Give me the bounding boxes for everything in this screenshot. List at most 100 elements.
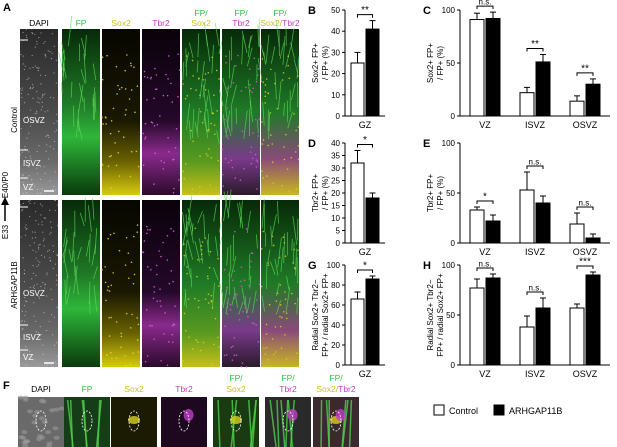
panel-a-header-0: DAPI (29, 18, 49, 28)
chart-e-ytick-label-2: 100 (442, 139, 456, 148)
row-label-arhgap11b: ARHGAP11B (10, 261, 19, 308)
legend-control-swatch (433, 404, 445, 416)
chart-b-sig-label-0: ** (361, 5, 369, 16)
panel-a-header-2: Sox2 (111, 18, 131, 28)
cell-outline-f-3 (178, 410, 190, 432)
panel-a-header-5-line2: Tbr2 (232, 18, 250, 28)
chart-g-ylabel-1: FP+ / radial Sox2+ FP+ (321, 273, 330, 357)
panel-b-letter: B (308, 5, 316, 17)
chart-c-xtick-label-0: VZ (479, 120, 491, 130)
chart-d-sig-bracket-0 (357, 144, 373, 148)
chart-c-ylabel-1: / FP+ (%) (436, 46, 445, 80)
chart-d-ytick-label-8: 40 (331, 139, 340, 148)
chart-h-bar-1-1 (535, 307, 551, 366)
micrograph-a-row0-col0 (19, 28, 58, 195)
micrograph-a-row0-col5 (219, 18, 261, 195)
chart-g-sig-label-0: * (363, 261, 367, 272)
chart-g-sig-bracket-0 (357, 269, 373, 273)
chart-d-ytick-label-2: 10 (331, 214, 340, 223)
chart-c-sig-label-2: ** (581, 63, 589, 74)
panel-a-header-0-part-0: DAPI (29, 18, 49, 28)
panel-f-header-5-line2-part-0: Tbr2 (279, 384, 297, 394)
chart-h-xtick-label-2: OSVZ (573, 369, 598, 379)
panel-a-header-5-part-0: FP/ (234, 8, 248, 18)
chart-c-sig-bracket-2 (576, 72, 594, 76)
chart-e-ylabel-0: Tbr2+ FP+ (426, 174, 435, 213)
timeline-start-label: E33 (1, 224, 10, 239)
zone-label-osvz-control: OSVZ (23, 116, 45, 125)
panel-f-header-6: FP/ (329, 373, 343, 383)
chart-d-ytick-label-3: 15 (331, 202, 340, 211)
legend: Control ARHGAP11B (433, 404, 562, 416)
panel-f-header-1-part-0: FP (82, 384, 93, 394)
panel-a-header-2-part-0: Sox2 (111, 18, 131, 28)
cell-outline-f-0 (35, 410, 47, 432)
panel-e-letter: E (423, 138, 430, 150)
chart-h-sig-bracket-1 (526, 291, 544, 295)
chart-b: B Sox2+ FP+ / FP+ (%) 0 10 20 30 40 50 GZ ** (308, 5, 385, 130)
chart-g-ytick-label-4: 80 (331, 281, 340, 290)
chart-d-bar-0-0 (350, 162, 365, 244)
chart-e-bar-0-1 (485, 220, 501, 244)
chart-c-ytick-label-2: 100 (442, 6, 456, 15)
chart-c-xtick-label-2: OSVZ (573, 120, 598, 130)
chart-b-ytick-label-5: 50 (331, 6, 340, 15)
chart-b-xtick-label-0: GZ (359, 120, 372, 130)
chart-g-ytick-label-5: 100 (327, 261, 341, 270)
chart-h-sig-bracket-2 (576, 265, 594, 269)
chart-e-sig-bracket-1 (526, 165, 544, 169)
chart-e-sig-label-1: n.s. (529, 158, 542, 167)
micrograph-a-row1-col5 (219, 189, 261, 368)
panel-c-letter: C (423, 5, 431, 17)
panel-f-header-4-line2-part-0: Sox2 (226, 384, 246, 394)
chart-h-sig-label-2: *** (579, 257, 591, 268)
panel-a-header-5-line2-part-0: Tbr2 (232, 18, 250, 28)
chart-e-ylabel-1: / FP+ (%) (436, 176, 445, 210)
chart-h-sig-bracket-0 (476, 267, 494, 271)
chart-e-xtick-label-1: ISVZ (525, 247, 546, 257)
panel-f-letter: F (3, 380, 10, 392)
chart-b-ytick-label-1: 10 (331, 91, 340, 100)
chart-d-xtick-label-0: GZ (359, 247, 372, 257)
chart-h-bar-1-0 (519, 326, 535, 366)
micrograph-f-col5 (265, 397, 311, 447)
panel-f-header-5-line2: Tbr2 (279, 384, 297, 394)
micrograph-a-row1-col1 (62, 197, 100, 367)
chart-d-ytick-label-7: 35 (331, 152, 340, 161)
panel-a-header-6-line2-part-0: Sox2/ (260, 18, 282, 28)
chart-c-sig-label-0: n.s. (479, 0, 492, 7)
panel-f-header-3-part-0: Tbr2 (175, 384, 193, 394)
panel-d-letter: D (308, 138, 316, 150)
chart-d-ytick-label-0: 0 (336, 239, 341, 248)
cell-outline-f-4 (230, 410, 242, 432)
micrograph-f-col1 (64, 397, 110, 447)
chart-h-bar-2-1 (585, 274, 601, 366)
chart-g-ylabel-0: Radial Sox2+ Tbr2− (311, 279, 320, 350)
chart-h-sig-label-1: n.s. (529, 284, 542, 293)
chart-h-ytick-label-0: 0 (451, 361, 456, 370)
legend-arhgap11b-swatch (493, 404, 505, 416)
micrograph-a-row1-col4 (182, 193, 225, 367)
panel-f-header-0-part-0: DAPI (31, 384, 51, 394)
micrograph-a-row0-col1 (58, 15, 100, 195)
chart-d: D Tbr2+ FP+ / FP+ (%) 0 5 10 15 20 25 30 35 40 GZ * (308, 135, 385, 257)
panel-f-header-4-part-0: FP/ (229, 373, 243, 383)
chart-d-ytick-label-6: 30 (331, 164, 340, 173)
panel-a-header-6: FP/ (273, 8, 287, 18)
chart-e-sig-label-2: n.s. (579, 199, 592, 208)
panel-a-micrographs: OSVZ ISVZ VZ OSVZ ISVZ VZ (19, 15, 300, 368)
micrograph-f-col0 (17, 395, 65, 447)
chart-c-ylabel-0: Sox2+ FP+ (426, 43, 435, 83)
zone-label-vz-control: VZ (23, 183, 33, 192)
chart-b-ytick-label-3: 30 (331, 48, 340, 57)
chart-d-sig-label-0: * (363, 135, 367, 146)
panel-f-header-2: Sox2 (124, 384, 144, 394)
chart-b-ylabel-0: Sox2+ FP+ (311, 43, 320, 83)
chart-e-sig-bracket-2 (576, 206, 594, 210)
chart-c-bar-2-1 (585, 83, 601, 117)
panel-f-header-4-line2: Sox2 (226, 384, 246, 394)
micrograph-a-row0-col4 (182, 22, 223, 195)
timeline-end-label: E40/P0 (1, 171, 10, 198)
